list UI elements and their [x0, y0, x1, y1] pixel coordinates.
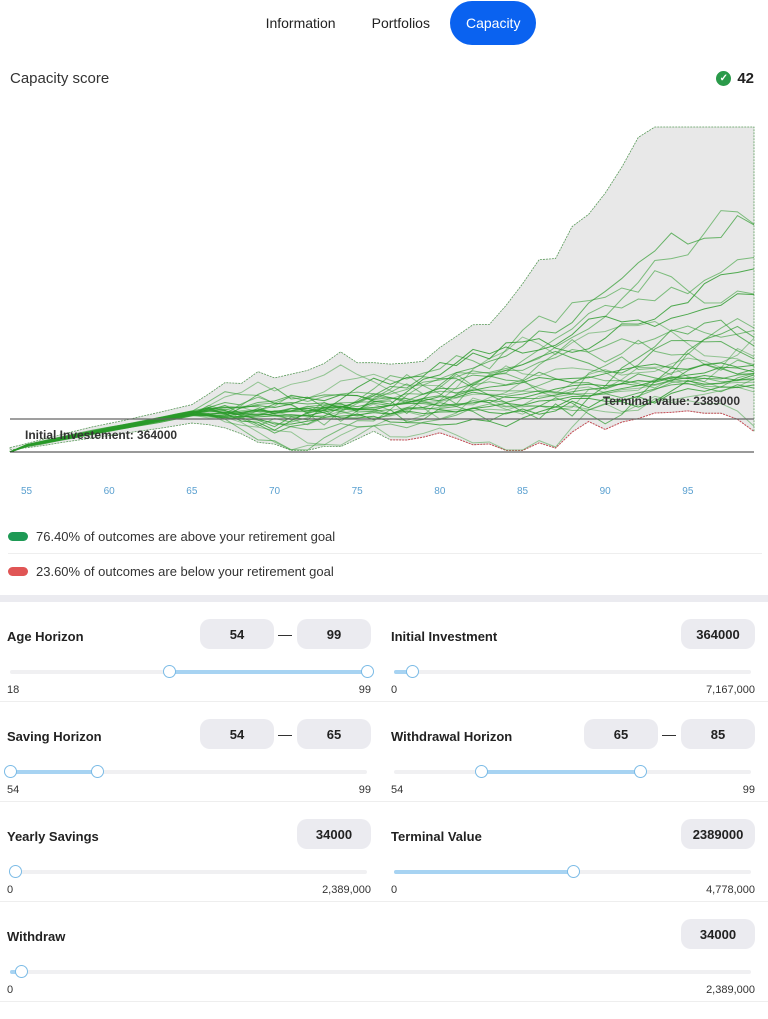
- tab-portfolios[interactable]: Portfolios: [371, 15, 430, 31]
- initial-max: 7,167,000: [706, 684, 755, 696]
- terminal-slider-fill: [394, 870, 573, 874]
- withdrawal-slider-fill: [481, 770, 640, 774]
- capacity-score-value: 42: [737, 70, 754, 87]
- terminal-min: 0: [391, 884, 398, 896]
- saving-label: Saving Horizon: [7, 729, 102, 744]
- simulation-path: [9, 268, 755, 453]
- saving-min: 54: [7, 784, 20, 796]
- age-control: Age Horizon 54 — 99 18 99: [0, 602, 384, 702]
- legend-below-text: 23.60% of outcomes are below your retire…: [36, 563, 334, 579]
- saving-slider-thumb-end[interactable]: [91, 765, 105, 778]
- withdrawal-slider-thumb-end[interactable]: [633, 765, 647, 778]
- withdrawal-label: Withdrawal Horizon: [391, 729, 513, 744]
- terminal-label: Terminal Value: [391, 829, 482, 844]
- yearly-slider-thumb[interactable]: [9, 865, 23, 878]
- withdrawal-control: Withdrawal Horizon 65 — 85 54 99: [384, 702, 768, 802]
- age-max: 99: [358, 684, 371, 696]
- withdraw-slider[interactable]: [10, 965, 751, 978]
- legend-above-text: 76.40% of outcomes are above your retire…: [36, 528, 336, 544]
- x-tick-label: 65: [186, 486, 198, 497]
- saving-from-input[interactable]: 54: [200, 719, 274, 749]
- initial-input[interactable]: 364000: [681, 619, 755, 649]
- saving-slider[interactable]: [4, 765, 367, 778]
- simulation-path: [9, 386, 755, 453]
- age-to-input[interactable]: 99: [297, 619, 371, 649]
- x-tick-label: 70: [269, 486, 281, 497]
- x-tick-label: 75: [352, 486, 364, 497]
- initial-label: Initial Investment: [391, 629, 498, 644]
- outcome-band: [9, 126, 755, 451]
- legend-red-swatch: [8, 566, 28, 576]
- simulation-path: [9, 373, 755, 453]
- age-slider[interactable]: [10, 665, 374, 678]
- withdraw-control: Withdraw 34000 0 2,389,000: [0, 902, 768, 1002]
- legend-green-swatch: [8, 531, 28, 541]
- initial-control: Initial Investment 364000 0 7,167,000: [384, 602, 768, 702]
- age-slider-fill: [168, 670, 367, 674]
- age-min: 18: [7, 684, 20, 696]
- yearly-slider[interactable]: [9, 865, 367, 878]
- terminal-slider[interactable]: [394, 865, 751, 878]
- withdrawal-max: 99: [742, 784, 755, 796]
- saving-to-input[interactable]: 65: [297, 719, 371, 749]
- row-divider: [0, 901, 768, 902]
- saving-slider-thumb-start[interactable]: [4, 765, 17, 778]
- withdraw-slider-thumb[interactable]: [14, 965, 28, 978]
- age-separator: —: [278, 626, 292, 642]
- saving-max: 99: [358, 784, 371, 796]
- x-tick-label: 55: [21, 486, 33, 497]
- yearly-control: Yearly Savings 34000 0 2,389,000: [0, 802, 384, 902]
- tab-information[interactable]: Information: [265, 15, 336, 31]
- terminal-input[interactable]: 2389000: [681, 819, 755, 849]
- saving-slider-fill: [10, 770, 98, 774]
- terminal-value-label: Terminal value: 2389000: [603, 394, 741, 408]
- age-slider-thumb-end[interactable]: [361, 665, 374, 678]
- age-label: Age Horizon: [7, 629, 84, 644]
- x-tick-label: 85: [517, 486, 529, 497]
- x-tick-label: 95: [682, 486, 694, 497]
- initial-min: 0: [391, 684, 398, 696]
- section-divider: [0, 595, 768, 602]
- yearly-min: 0: [7, 884, 14, 896]
- row-divider: [0, 1001, 768, 1002]
- row-divider: [0, 801, 768, 802]
- withdrawal-separator: —: [662, 726, 676, 742]
- terminal-max: 4,778,000: [706, 884, 755, 896]
- withdrawal-slider-thumb-start[interactable]: [475, 765, 489, 778]
- withdrawal-to-input[interactable]: 85: [681, 719, 755, 749]
- saving-separator: —: [278, 726, 292, 742]
- terminal-control: Terminal Value 2389000 0 4,778,000: [384, 802, 768, 902]
- withdraw-max: 2,389,000: [706, 984, 755, 996]
- tab-bar: Information Portfolios Capacity: [0, 1, 768, 45]
- legend-below: 23.60% of outcomes are below your retire…: [8, 554, 762, 588]
- terminal-slider-thumb[interactable]: [566, 865, 580, 878]
- initial-slider-fill: [394, 670, 413, 674]
- yearly-input[interactable]: 34000: [297, 819, 371, 849]
- withdraw-min: 0: [7, 984, 14, 996]
- check-circle-icon: ✓: [716, 71, 732, 86]
- initial-investment-label: Initial Investement: 364000: [25, 428, 177, 442]
- withdraw-label: Withdraw: [7, 929, 66, 944]
- age-from-input[interactable]: 54: [200, 619, 274, 649]
- legend-above: 76.40% of outcomes are above your retire…: [8, 519, 762, 553]
- withdraw-input[interactable]: 34000: [681, 919, 755, 949]
- simulation-path: [9, 270, 755, 453]
- initial-slider-thumb[interactable]: [406, 665, 420, 678]
- capacity-score-label: Capacity score: [10, 70, 110, 87]
- x-tick-label: 60: [104, 486, 116, 497]
- initial-slider[interactable]: [394, 665, 751, 678]
- withdrawal-slider[interactable]: [394, 765, 751, 778]
- simulation-chart: Initial Investement: 364000 Terminal valu…: [9, 126, 755, 497]
- age-slider-thumb-start[interactable]: [162, 665, 176, 678]
- x-tick-label: 90: [600, 486, 612, 497]
- yearly-max: 2,389,000: [322, 884, 371, 896]
- withdrawal-min: 54: [391, 784, 404, 796]
- row-divider: [0, 701, 768, 702]
- yearly-label: Yearly Savings: [7, 829, 99, 844]
- tab-capacity[interactable]: Capacity: [449, 1, 537, 45]
- capacity-score: ✓ 42: [716, 70, 754, 87]
- x-tick-label: 80: [434, 486, 446, 497]
- saving-control: Saving Horizon 54 — 65 54 99: [0, 702, 384, 802]
- withdrawal-from-input[interactable]: 65: [584, 719, 658, 749]
